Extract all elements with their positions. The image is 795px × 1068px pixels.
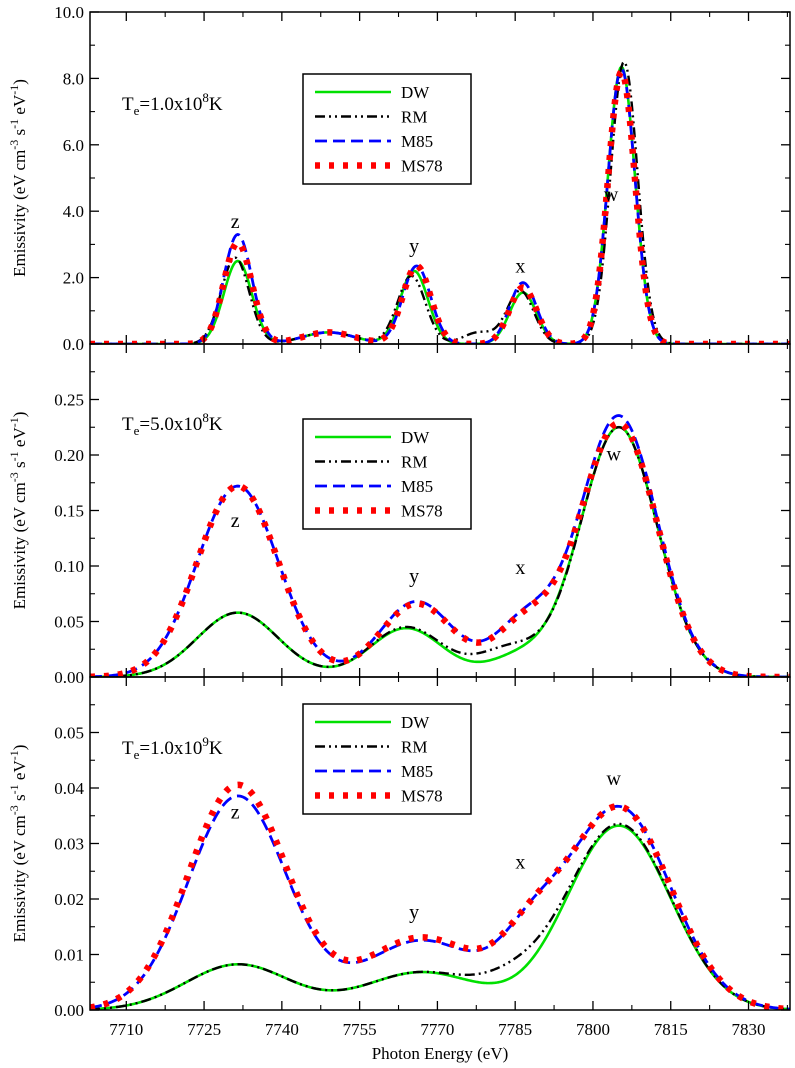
series-group	[90, 781, 790, 1010]
y-tick-label: 0.00	[54, 1001, 84, 1020]
series-rm-line	[90, 425, 790, 677]
x-tick-label: 7800	[576, 1020, 610, 1039]
x-tick-label: 7755	[343, 1020, 377, 1039]
y-tick-label: 0.20	[54, 446, 84, 465]
y-tick-label: 0.05	[54, 724, 84, 743]
peak-label-y: y	[409, 236, 419, 258]
temperature-label: Te=1.0x109K	[122, 734, 223, 762]
y-tick-label: 0.01	[54, 946, 84, 965]
panels: 0.0 2.0 4.0 6.0 8.0 10.0 z y x w Te=1.0x108K DW RM M8…	[7, 3, 791, 1039]
x-tick-label: 7725	[187, 1020, 221, 1039]
legend-label-ms78: MS78	[401, 502, 443, 521]
y-axis-title: Emissivity (eV cm-3 s-1 eV-1)	[7, 412, 29, 610]
y-tick-label: 0.04	[54, 779, 84, 798]
legend-label-m85: M85	[401, 477, 433, 496]
legend-label-ms78: MS78	[401, 157, 443, 176]
y-tick-label: 0.25	[54, 391, 84, 410]
x-tick-label: 7710	[109, 1020, 143, 1039]
peak-label-z: z	[231, 211, 240, 233]
legend-label-ms78: MS78	[401, 787, 443, 806]
x-tick-label: 7785	[498, 1020, 532, 1039]
y-tick-label: 0.03	[54, 835, 84, 854]
peak-label-y: y	[409, 901, 419, 923]
y-tick-label: 6.0	[63, 136, 84, 155]
temperature-label: Te=1.0x108K	[122, 90, 223, 118]
y-tick-label: 2.0	[63, 269, 84, 288]
y-axis-title: Emissivity (eV cm-3 s-1 eV-1)	[7, 79, 29, 277]
x-tick-label: 7770	[420, 1020, 454, 1039]
peak-label-x: x	[515, 256, 525, 278]
panel-bottom: 0.00 0.01 0.02 0.03 0.04 0.05 z y x w Te=1.0x109K D…	[7, 676, 791, 1020]
y-tick-label: 0.0	[63, 335, 84, 354]
series-rm-line	[90, 822, 790, 1010]
x-tick-label: 7740	[265, 1020, 299, 1039]
y-tick-label: 0.00	[54, 668, 84, 687]
legend-label-m85: M85	[401, 762, 433, 781]
legend-label-dw: DW	[401, 428, 430, 447]
legend-label-rm: RM	[401, 453, 427, 472]
legend: DW RM M85 MS78	[302, 73, 472, 185]
series-ms78-line	[90, 781, 790, 1010]
legend: DW RM M85 MS78	[302, 418, 472, 530]
legend-label-m85: M85	[401, 132, 433, 151]
temperature-label: Te=5.0x108K	[122, 410, 223, 438]
y-tick-label: 10.0	[54, 3, 84, 22]
peak-label-x: x	[515, 557, 525, 579]
y-tick-label: 0.05	[54, 613, 84, 632]
x-tick-labels: 7710 7725 7740 7755 7770 7785 7800 7815 7830	[109, 1020, 765, 1039]
legend: DW RM M85 MS78	[302, 703, 472, 815]
y-axis-title: Emissivity (eV cm-3 s-1 eV-1)	[7, 745, 29, 943]
y-tick-label: 0.10	[54, 557, 84, 576]
legend-label-rm: RM	[401, 738, 427, 757]
peak-label-x: x	[515, 851, 525, 873]
x-tick-label: 7815	[654, 1020, 688, 1039]
peak-label-w: w	[604, 184, 619, 206]
y-tick-label: 8.0	[63, 69, 84, 88]
y-tick-label: 0.15	[54, 502, 84, 521]
series-m85-line	[90, 414, 790, 677]
x-axis-title: Photon Energy (eV)	[372, 1044, 509, 1063]
peak-label-y: y	[409, 566, 419, 588]
peak-label-w: w	[606, 768, 621, 790]
x-tick-label: 7830	[732, 1020, 766, 1039]
series-group	[90, 414, 790, 677]
peak-label-z: z	[231, 510, 240, 532]
peak-label-z: z	[231, 802, 240, 824]
y-tick-label: 4.0	[63, 202, 84, 221]
legend-label-rm: RM	[401, 108, 427, 127]
panel-middle: 0.00 0.05 0.10 0.15 0.20 0.25 z y x w Te=5.0x108K D…	[7, 343, 791, 687]
y-tick-label: 0.02	[54, 890, 84, 909]
legend-label-dw: DW	[401, 83, 430, 102]
panel-top: 0.0 2.0 4.0 6.0 8.0 10.0 z y x w Te=1.0x108K DW RM M8…	[7, 3, 791, 354]
legend-label-dw: DW	[401, 713, 430, 732]
peak-label-w: w	[606, 444, 621, 466]
